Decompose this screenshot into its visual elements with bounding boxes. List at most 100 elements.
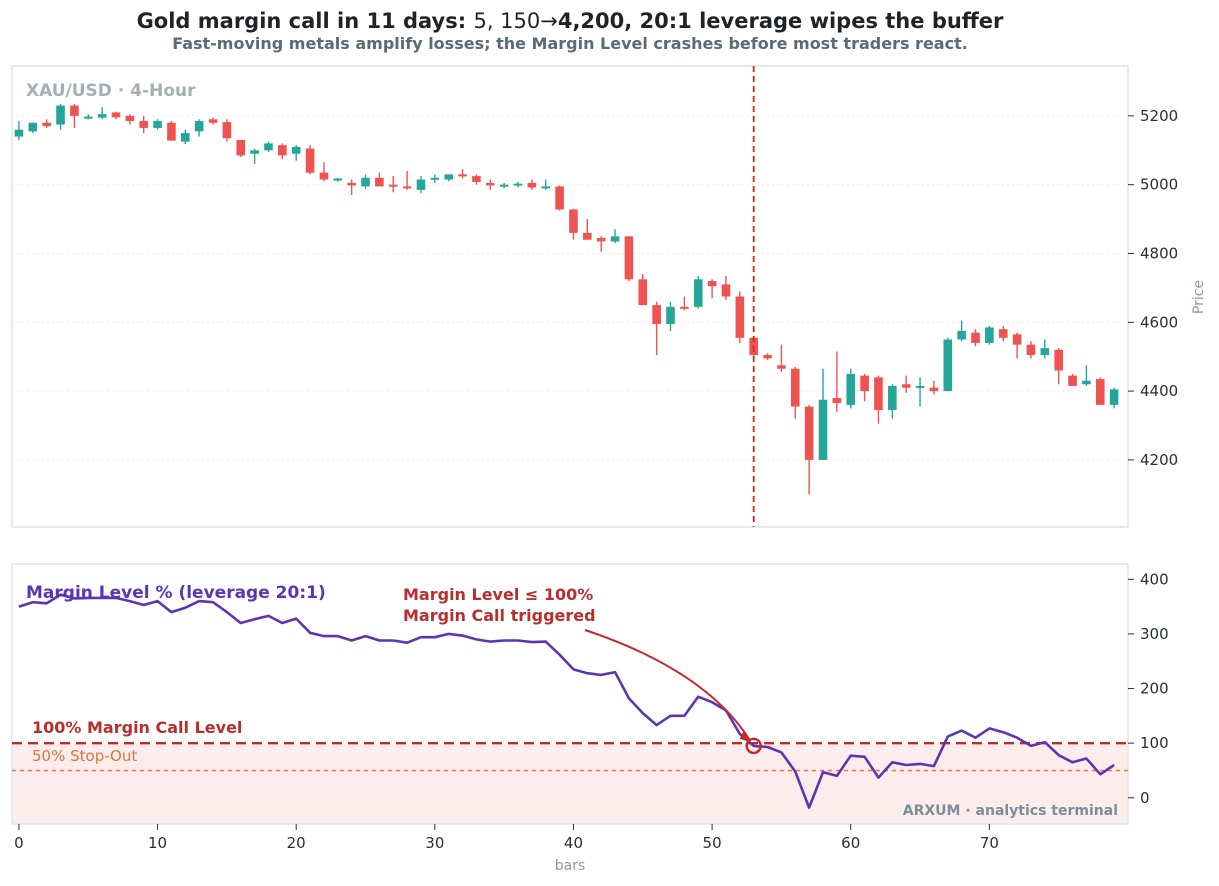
price-y-axis-label: Price (1191, 280, 1207, 314)
candle-body (901, 384, 911, 388)
candle-body (513, 183, 523, 186)
candle-down (305, 145, 315, 175)
candle-up (985, 325, 994, 345)
candle-down (527, 179, 537, 190)
candle-up (264, 141, 273, 153)
candle-up (444, 174, 453, 182)
candle-up (194, 119, 204, 137)
candle-body (929, 387, 939, 392)
price-y-tick-label: 4400 (1140, 382, 1178, 400)
annotation-arrowhead (739, 730, 751, 742)
margin-y-tick-label: 300 (1140, 625, 1169, 643)
candle-down (763, 353, 772, 361)
candle-down (624, 236, 634, 282)
candle-body (153, 121, 162, 128)
candle-down (347, 179, 356, 196)
candle-up (915, 377, 925, 407)
candle-body (333, 178, 343, 181)
candle-up (14, 121, 24, 140)
candle-body (555, 186, 564, 210)
candle-body (874, 377, 883, 411)
candle-body (943, 339, 953, 392)
candle-body (1068, 375, 1077, 386)
price-panel-label: XAU/USD · 4-Hour (26, 81, 196, 101)
candle-body (111, 112, 121, 118)
margin-level-line (18, 593, 1115, 809)
candle-down (998, 325, 1008, 342)
margin-y-tick-label: 400 (1140, 570, 1169, 588)
candle-body (888, 385, 897, 411)
candle-down (790, 367, 800, 419)
candle-down (458, 169, 467, 179)
price-gridlines (12, 115, 1128, 461)
candle-body (790, 368, 800, 407)
candle-up (943, 337, 953, 392)
x-tick-label: 40 (564, 834, 583, 852)
price-y-tick-label: 5000 (1140, 176, 1178, 194)
annotation-arrow (584, 629, 751, 741)
candle-body (70, 105, 79, 116)
candle-up (1082, 365, 1091, 386)
candle-up (513, 181, 523, 188)
candle-body (583, 232, 592, 240)
candle-body (319, 172, 329, 180)
candle-down (1095, 377, 1105, 405)
candle-down (735, 291, 745, 343)
margin-y-tick-label: 100 (1140, 734, 1169, 752)
candle-up (1040, 339, 1050, 359)
candle-body (680, 306, 689, 309)
margin-call-level-label: 100% Margin Call Level (32, 718, 242, 737)
candle-down (167, 121, 176, 141)
candle-body (1054, 349, 1063, 371)
candle-body (610, 236, 620, 242)
candle-down (208, 117, 218, 125)
candle-down (111, 111, 121, 120)
candle-body (264, 143, 273, 151)
candle-down (1012, 332, 1022, 359)
candle-body (42, 122, 51, 127)
candle-down (652, 301, 661, 355)
candle-body (430, 177, 440, 180)
candle-up (541, 179, 551, 190)
x-tick-label: 60 (841, 834, 860, 852)
candle-up (83, 114, 93, 120)
candle-body (305, 148, 315, 173)
candle-body (1026, 344, 1036, 355)
candle-up (153, 119, 162, 130)
candle-body (28, 122, 38, 132)
candle-up (333, 177, 343, 182)
margin-call-annotation-text: Margin Level ≤ 100% Margin Call triggere… (403, 585, 599, 625)
candle-body (388, 184, 398, 187)
candle-body (1095, 379, 1105, 405)
price-y-tick-label: 4600 (1140, 313, 1178, 331)
candle-up (250, 148, 259, 165)
candle-down (1054, 348, 1063, 385)
margin-danger-zone (13, 743, 1127, 823)
margin-y-tick-label: 200 (1140, 680, 1169, 698)
candle-up (957, 320, 966, 342)
candle-up (291, 145, 301, 161)
candle-body (375, 177, 384, 187)
candle-up (499, 182, 509, 189)
candle-body (278, 145, 287, 156)
candle-up (888, 384, 897, 419)
price-candles (14, 103, 1119, 495)
candle-body (569, 209, 578, 233)
candle-body (818, 399, 828, 460)
candle-body (97, 114, 107, 118)
margin-level-series-line (18, 593, 1115, 809)
candle-down (402, 170, 412, 190)
candle-up (610, 229, 620, 244)
danger-zone-fill (13, 743, 1127, 823)
candle-body (499, 184, 509, 187)
candle-down (971, 329, 980, 347)
candle-down (638, 274, 648, 306)
candle-body (735, 296, 745, 338)
candle-body (998, 329, 1008, 338)
candle-body (804, 406, 814, 460)
price-y-ticks: 4200 4400 4600 4800 5000 5200 (1128, 107, 1178, 469)
candle-up (846, 368, 856, 409)
candle-down (777, 344, 786, 373)
candle-up (666, 301, 675, 331)
candle-up (430, 174, 440, 183)
